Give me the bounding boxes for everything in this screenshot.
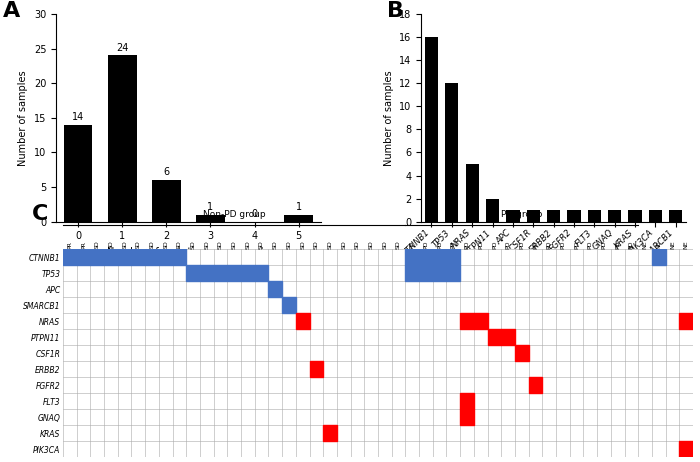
Text: C: C [32,204,48,224]
Bar [652,249,666,266]
Bar [488,329,501,346]
Bar [296,313,309,329]
Bar [425,37,438,222]
Text: 6: 6 [163,167,169,177]
Bar [466,164,479,222]
Bar [309,361,323,377]
Bar [433,249,447,266]
Bar [214,266,228,281]
Bar [255,266,268,281]
Text: 24: 24 [116,43,128,53]
Bar [526,210,540,222]
Bar [629,210,642,222]
Bar [474,313,488,329]
Bar [460,313,474,329]
Y-axis label: Number of samples: Number of samples [18,70,28,165]
Bar [528,377,542,394]
Bar [460,394,474,409]
Bar [90,249,104,266]
Bar [405,249,419,266]
Text: Non-PD group: Non-PD group [203,210,265,219]
X-axis label: Number of mutations per sample: Number of mutations per sample [107,247,270,257]
Bar [501,329,515,346]
Text: 0: 0 [251,209,258,219]
Bar [152,180,181,222]
Bar [419,266,433,281]
Bar [433,266,447,281]
Bar [282,298,296,313]
Text: 1: 1 [207,202,214,212]
Bar [186,266,200,281]
Bar [486,199,499,222]
Bar [145,249,159,266]
Text: PD group: PD group [501,210,542,219]
Bar [515,346,528,361]
Text: A: A [3,1,20,21]
Bar [447,249,460,266]
Bar [568,210,580,222]
Bar [460,409,474,426]
Bar [649,210,662,222]
Bar [506,210,519,222]
Bar [63,249,77,266]
Bar [284,215,313,222]
Bar [323,426,337,441]
Bar [547,210,560,222]
Bar [241,266,255,281]
Text: 14: 14 [72,112,84,122]
Y-axis label: Number of samples: Number of samples [384,70,393,165]
Bar [679,313,693,329]
Bar [419,249,433,266]
Text: 1: 1 [295,202,302,212]
Bar [588,210,601,222]
Text: B: B [387,1,404,21]
Bar [118,249,132,266]
Bar [196,215,225,222]
Bar [77,249,90,266]
Bar [64,125,92,222]
Bar [173,249,186,266]
Bar [132,249,145,266]
Bar [445,83,458,222]
Bar [669,210,682,222]
Bar [608,210,622,222]
Bar [228,266,241,281]
Bar [108,55,136,222]
Bar [200,266,214,281]
Bar [104,249,118,266]
Bar [159,249,173,266]
Bar [679,441,693,457]
Bar [405,266,419,281]
Bar [447,266,460,281]
Bar [268,281,282,298]
